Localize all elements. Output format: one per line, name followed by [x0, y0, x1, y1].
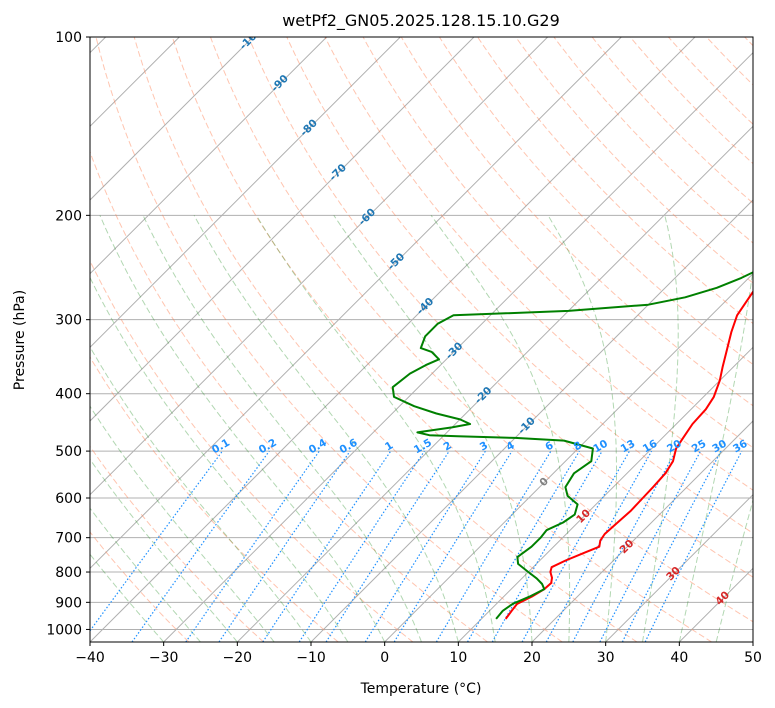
mixing-ratio-line [218, 450, 351, 642]
isotherm-line [90, 37, 549, 496]
dry-adiabat-line [629, 37, 753, 165]
isotherm-line [90, 37, 328, 275]
moist-adiabat-line [90, 553, 165, 642]
y-axis: 100 200 300 400 500 600 700 800 900 1000 [46, 30, 90, 638]
dry-adiabat-line [591, 37, 753, 204]
moist-adiabat-line [90, 458, 238, 642]
x-axis-title: Temperature (°C) [360, 681, 482, 697]
isotherm-line [163, 51, 753, 642]
dry-adiabat-line [438, 37, 753, 366]
isotherm-line [457, 346, 753, 642]
isotherm-line [90, 37, 401, 349]
dry-adiabat-line [90, 150, 488, 642]
moist-adiabat-line [193, 215, 459, 642]
dry-adiabat-line [133, 37, 638, 642]
mixing-ratio-line [621, 450, 722, 642]
mixing-ratio-line [393, 450, 513, 642]
x-tick-label: −30 [149, 650, 179, 666]
moist-adiabat-line [90, 345, 312, 642]
y-tick-label: 500 [55, 444, 82, 460]
y-tick-label: 600 [55, 491, 82, 507]
y-tick-label: 100 [55, 30, 82, 46]
x-tick-label: −10 [296, 650, 326, 666]
dry-adiabat-line [210, 37, 753, 623]
dry-adiabat-line [515, 37, 753, 284]
y-tick-label: 1000 [46, 622, 82, 638]
dry-adiabat-line [324, 37, 753, 491]
dry-adiabat-line [362, 37, 753, 449]
x-tick-label: 0 [380, 650, 389, 666]
mixing-ratio-line [131, 450, 270, 642]
mixing-ratio-line [644, 450, 743, 642]
y-tick-label: 200 [55, 208, 82, 224]
moist-adiabat-line [642, 215, 679, 642]
dewpoint-profile-line [391, 271, 753, 620]
grid-layer [90, 37, 753, 642]
mixing-ratio-line [185, 450, 320, 642]
moist-adiabat-line [90, 276, 349, 642]
x-tick-label: −20 [223, 650, 253, 666]
dry-adiabat-line [477, 37, 753, 325]
isotherm-line [236, 125, 753, 642]
mixing-ratio-line [491, 450, 603, 642]
x-tick-label: 40 [670, 650, 688, 666]
plot-frame [89, 36, 754, 643]
mixing-ratio-line [599, 450, 702, 642]
dry-adiabat-line [400, 37, 753, 407]
x-axis: −40 −30 −20 −10 0 10 20 30 40 50 [75, 642, 762, 666]
dry-adiabat-line [286, 37, 753, 534]
mixing-ratio-line [521, 450, 631, 642]
chart-title: wetPf2_GN05.2025.128.15.10.G29 [282, 11, 560, 31]
isotherm-line [90, 37, 622, 570]
dry-adiabat-line [553, 37, 753, 244]
y-tick-label: 700 [55, 531, 82, 547]
moist-adiabat-line [142, 215, 422, 642]
dry-adiabat-line [90, 531, 190, 642]
isotherm-line [384, 272, 753, 642]
isotherm-line [90, 37, 254, 201]
mixing-ratio-line [364, 450, 486, 642]
mixing-ratio-line [298, 450, 425, 642]
dry-adiabat-line [248, 37, 753, 578]
y-tick-label: 300 [55, 313, 82, 329]
moist-adiabat-line [90, 405, 275, 642]
dry-adiabat-line [90, 259, 414, 642]
isotherm-line [531, 420, 753, 642]
x-tick-label: 10 [449, 650, 467, 666]
isotherm-line [90, 37, 696, 642]
x-tick-label: −40 [75, 650, 105, 666]
mixing-ratio-line [90, 450, 223, 632]
dry-adiabat-line [90, 356, 339, 642]
x-tick-label: 20 [523, 650, 541, 666]
moist-adiabat-line [430, 215, 571, 642]
moist-adiabat-line [715, 498, 753, 642]
mixing-ratio-line [572, 450, 677, 642]
mixing-ratio-line [325, 450, 450, 642]
isotherm-line [310, 199, 753, 642]
temperature-profile-line [504, 290, 753, 620]
y-tick-label: 800 [55, 565, 82, 581]
x-tick-label: 30 [597, 650, 615, 666]
y-tick-label: 900 [55, 595, 82, 611]
isotherm-line [605, 493, 753, 642]
x-tick-label: 50 [744, 650, 762, 666]
y-tick-label: 400 [55, 387, 82, 403]
isotherm-line [90, 37, 475, 422]
moist-adiabat-line [547, 215, 617, 642]
plot-background [90, 37, 753, 642]
dry-adiabat-line [95, 37, 563, 642]
y-axis-title: Pressure (hPa) [12, 290, 28, 390]
moist-adiabat-line [678, 265, 753, 642]
series-layer [391, 271, 753, 620]
